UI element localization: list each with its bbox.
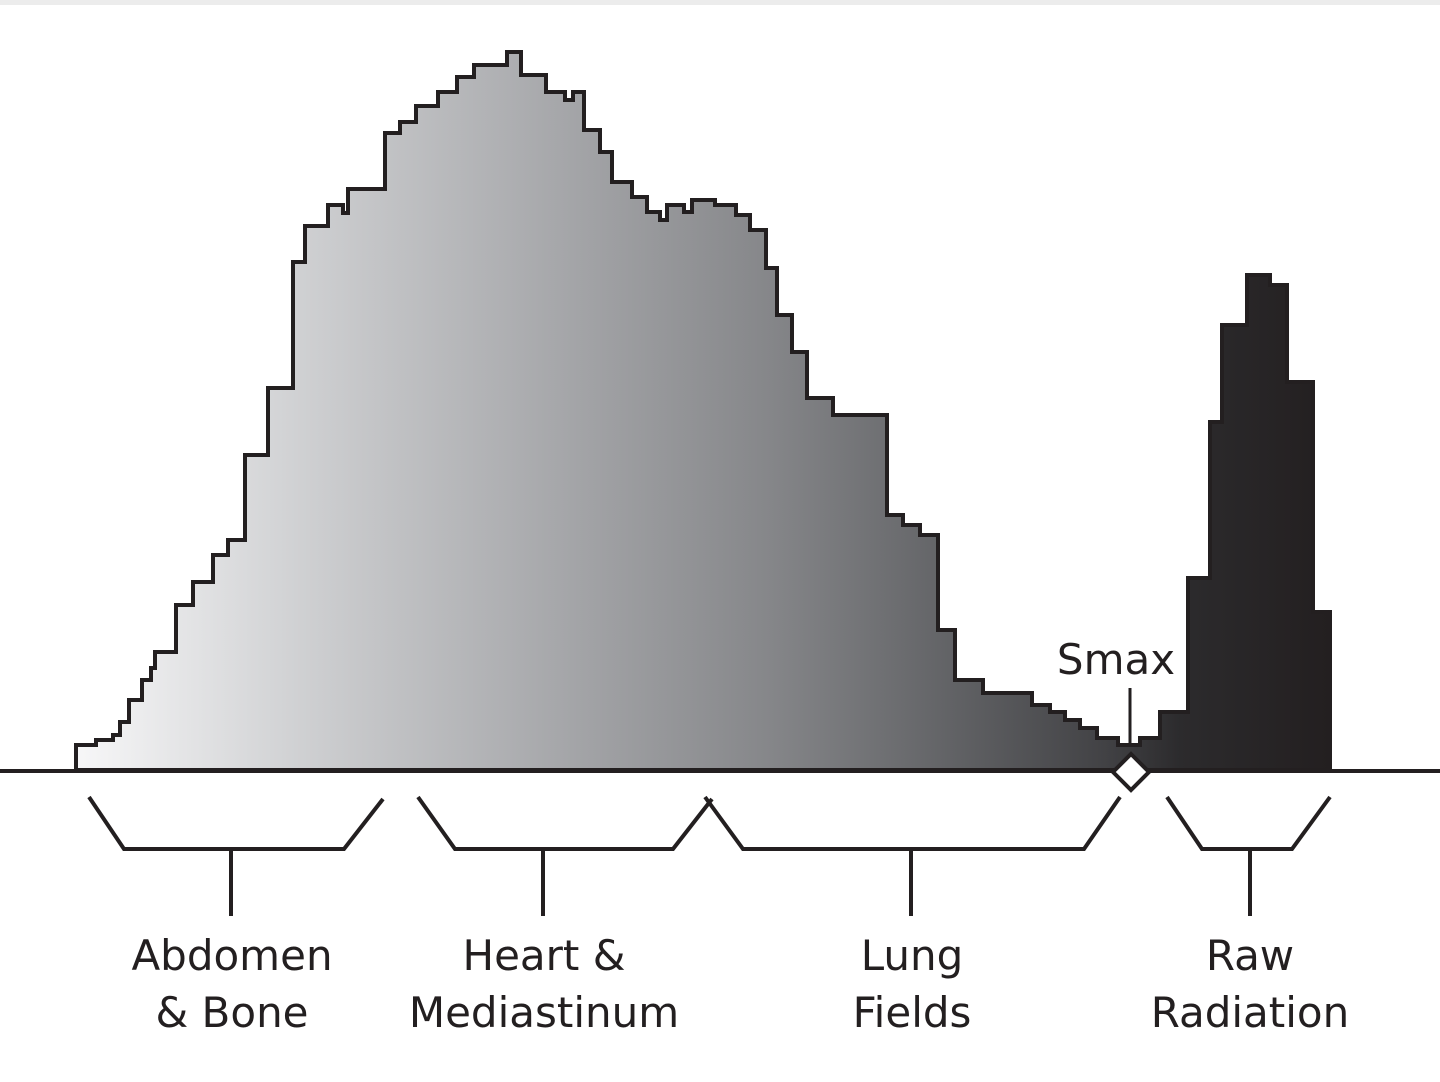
- region-label-heart-line1: Heart &: [463, 931, 626, 980]
- region-label-lung-line1: Lung: [861, 931, 964, 980]
- smax-diamond-icon: [1110, 751, 1152, 793]
- region-label-raw-line1: Raw: [1206, 931, 1294, 980]
- top-border: [0, 0, 1440, 5]
- bracket-heart-mediastinum: [416, 795, 714, 916]
- region-label-abdomen-line1: Abdomen: [131, 931, 332, 980]
- region-label-raw-line2: Radiation: [1151, 988, 1350, 1037]
- region-label-abdomen-line2: & Bone: [155, 988, 308, 1037]
- histogram-area: [74, 50, 1332, 772]
- smax-label: Smax: [1057, 635, 1175, 684]
- region-label-lung-line2: Fields: [853, 988, 972, 1037]
- region-label-heart-line2: Mediastinum: [409, 988, 679, 1037]
- bracket-raw-radiation: [1165, 795, 1332, 916]
- bracket-lung-fields: [703, 795, 1122, 916]
- bracket-abdomen-bone: [87, 795, 385, 916]
